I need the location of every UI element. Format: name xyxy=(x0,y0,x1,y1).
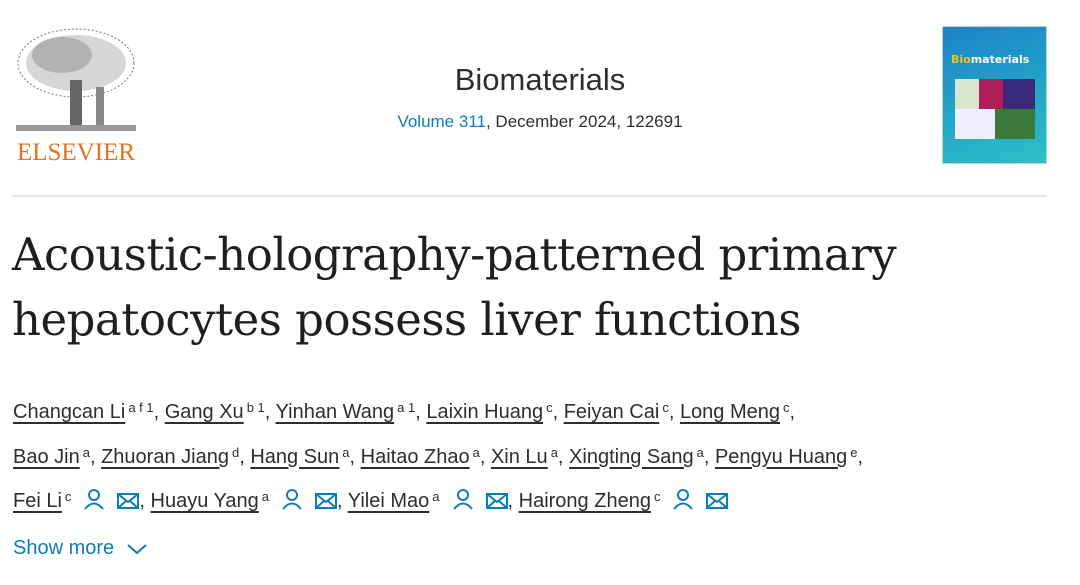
cover-title: Biomaterials xyxy=(951,53,1029,66)
affiliation-marker[interactable]: a xyxy=(432,489,440,504)
author-link[interactable]: Long Meng xyxy=(679,401,781,423)
chevron-down-icon xyxy=(127,544,147,555)
person-icon[interactable] xyxy=(452,488,474,510)
envelope-icon[interactable] xyxy=(315,492,337,510)
author-link[interactable]: Hang Sun xyxy=(250,445,340,468)
author-link[interactable]: Bao Jin xyxy=(13,445,80,468)
affiliation-marker[interactable]: b 1 xyxy=(246,400,265,415)
affiliation-marker[interactable]: c xyxy=(546,400,553,415)
author-link[interactable]: Yinhan Wang xyxy=(275,401,395,423)
affiliation-marker[interactable]: a xyxy=(472,444,480,460)
author-list: Changcan Li a f 1, Gang Xu b 1, Yinhan Wan… xyxy=(13,388,863,522)
volume-link[interactable]: Volume 311 xyxy=(397,112,486,131)
show-more-label: Show more xyxy=(13,537,115,559)
journal-volume: Volume 311, December 2024, 122691 xyxy=(290,112,790,132)
envelope-icon[interactable] xyxy=(485,492,508,510)
affiliation-marker[interactable]: c xyxy=(653,489,661,504)
author-link[interactable]: Haitao Zhao xyxy=(360,445,470,468)
author-link[interactable]: Changcan Li xyxy=(13,401,126,423)
author-link[interactable]: Yilei Mao xyxy=(347,490,430,512)
affiliation-marker[interactable]: a xyxy=(342,444,350,460)
cover-image-lower xyxy=(955,109,1035,139)
author-line: Fei Li c, Huayu Yang a, Yilei Mao a, Hairon… xyxy=(13,477,863,522)
author-line: Changcan Li a f 1, Gang Xu b 1, Yinhan Wan… xyxy=(13,400,796,423)
issue-details: , December 2024, 122691 xyxy=(485,112,683,131)
affiliation-marker[interactable]: c xyxy=(783,400,790,415)
tree-icon xyxy=(16,28,136,131)
journal-title[interactable]: Biomaterials xyxy=(454,62,626,97)
show-more-button[interactable]: Show more xyxy=(13,537,148,560)
elsevier-logo[interactable]: ELSEVIER xyxy=(12,25,140,167)
author-link[interactable]: Fei Li xyxy=(13,490,62,512)
author-link[interactable]: Huayu Yang xyxy=(150,490,259,512)
author-link[interactable]: Feiyan Cai xyxy=(563,401,660,423)
cover-title-a: Bio xyxy=(951,53,971,66)
affiliation-marker[interactable]: a xyxy=(261,489,269,504)
envelope-icon[interactable] xyxy=(706,492,729,510)
author-link[interactable]: Hairong Zheng xyxy=(518,490,651,512)
journal-cover[interactable]: Biomaterials xyxy=(942,26,1047,164)
affiliation-marker[interactable]: e xyxy=(850,444,858,460)
author-link[interactable]: Gang Xu xyxy=(164,401,244,423)
person-icon[interactable] xyxy=(281,488,303,510)
affiliation-marker[interactable]: c xyxy=(662,400,669,415)
person-icon[interactable] xyxy=(672,488,694,510)
author-link[interactable]: Xin Lu xyxy=(490,445,548,468)
envelope-icon[interactable] xyxy=(117,492,140,510)
author-link[interactable]: Laixin Huang xyxy=(426,401,544,423)
publisher-name: ELSEVIER xyxy=(16,139,136,166)
affiliation-marker[interactable]: d xyxy=(231,444,240,460)
divider xyxy=(12,195,1047,197)
person-icon[interactable] xyxy=(83,488,105,510)
author-link[interactable]: Xingting Sang xyxy=(569,445,694,468)
journal-header: Biomaterials Volume 311, December 2024, … xyxy=(290,62,790,132)
affiliation-marker[interactable]: a xyxy=(696,444,704,460)
affiliation-marker[interactable]: a xyxy=(550,444,558,460)
cover-title-b: materials xyxy=(970,53,1030,66)
affiliation-marker[interactable]: a 1 xyxy=(397,400,416,415)
article-title: Acoustic-holography-patterned primary he… xyxy=(12,228,897,346)
author-line: Bao Jin a, Zhuoran Jiang d, Hang Sun a, Hai… xyxy=(13,444,864,468)
affiliation-marker[interactable]: c xyxy=(64,489,72,504)
affiliation-marker[interactable]: a xyxy=(82,444,90,460)
author-link[interactable]: Zhuoran Jiang xyxy=(101,445,229,468)
author-link[interactable]: Pengyu Huang xyxy=(714,445,848,468)
affiliation-marker[interactable]: a f 1 xyxy=(128,400,154,415)
